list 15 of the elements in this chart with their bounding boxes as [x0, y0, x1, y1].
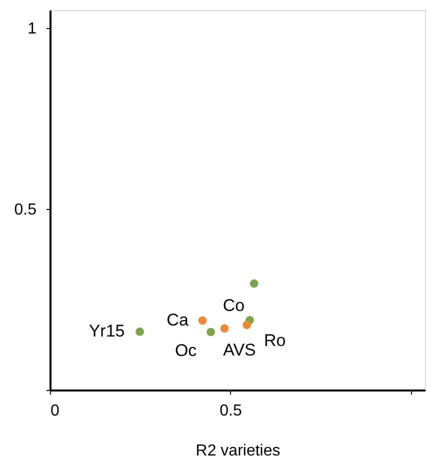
x-tick-label: 0	[50, 402, 60, 420]
point	[206, 328, 215, 336]
x-axis-title: R2 varieties	[196, 442, 280, 460]
point	[136, 328, 144, 336]
annotation: Ro	[264, 330, 286, 350]
annotation: AVS	[223, 340, 256, 360]
y-tick-label: 1	[28, 20, 37, 38]
point	[220, 324, 229, 333]
point	[198, 316, 207, 325]
point	[242, 320, 252, 330]
annotation: Yr15	[88, 322, 125, 341]
annotation: Co	[222, 296, 245, 316]
annotation: Ca	[166, 310, 189, 330]
point	[250, 279, 258, 288]
annotation: Oc	[174, 341, 198, 360]
